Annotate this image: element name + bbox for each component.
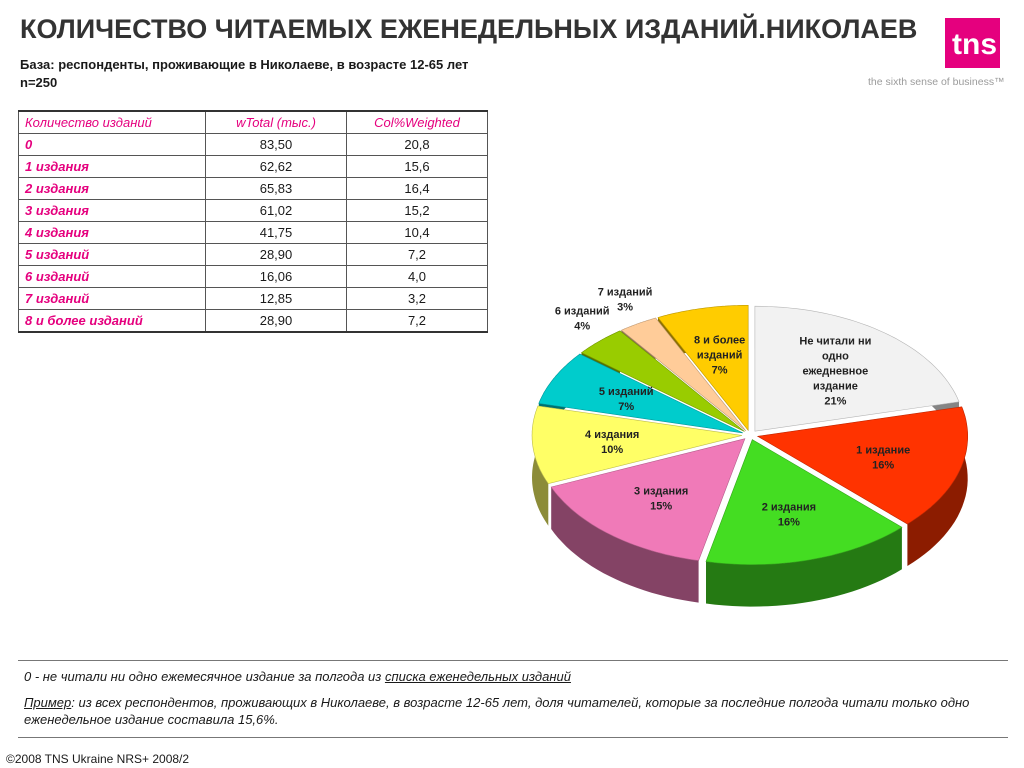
row-total: 12,85 — [205, 287, 347, 310]
pie-slice — [705, 439, 903, 565]
note-definition: 0 - не читали ни одно ежемесячное издани… — [24, 669, 571, 684]
note-definition-text: 0 - не читали ни одно ежемесячное издани… — [24, 669, 385, 684]
row-pct: 16,4 — [346, 177, 488, 200]
table-row: 5 изданий 28,90 7,2 — [18, 243, 488, 266]
example-label: Пример — [24, 695, 72, 710]
row-label: 8 и более изданий — [18, 309, 206, 333]
row-total: 28,90 — [205, 309, 347, 333]
row-total: 41,75 — [205, 221, 347, 244]
pie-slice — [550, 438, 746, 561]
pie-slice — [657, 305, 749, 432]
slice-label: 4 издания 10% — [585, 429, 639, 456]
logo-tagline: the sixth sense of business™ — [868, 76, 1005, 88]
slice-label: 2 издания 16% — [762, 502, 816, 529]
row-pct: 20,8 — [346, 133, 488, 156]
pie-slice-side — [551, 487, 699, 603]
row-total: 28,90 — [205, 243, 347, 266]
table-row: 2 издания 65,83 16,4 — [18, 177, 488, 200]
weekly-list-link[interactable]: списка еженедельных изданий — [384, 669, 571, 684]
table-row: 0 83,50 20,8 — [18, 133, 488, 156]
row-pct: 7,2 — [346, 309, 488, 333]
footer-copyright: ©2008 TNS Ukraine NRS+ 2008/2 — [6, 752, 190, 766]
row-pct: 4,0 — [346, 265, 488, 288]
row-pct: 3,2 — [346, 287, 488, 310]
slice-label: 5 изданий 7% — [599, 386, 654, 413]
data-table: Количество изданий wTotal (тыс.) Col%Wei… — [18, 110, 488, 333]
slice-label: Не читали ни одно ежедневное издание 21% — [799, 335, 871, 407]
row-total: 65,83 — [205, 177, 347, 200]
pie-slice — [756, 406, 968, 525]
notes-box: 0 - не читали ни одно ежемесячное издани… — [18, 660, 1008, 738]
row-label: 7 изданий — [18, 287, 206, 310]
pie-slice-side — [907, 406, 968, 566]
row-total: 62,62 — [205, 155, 347, 178]
pie-chart: Не читали ни одно ежедневное издание 21% 1 из… — [531, 286, 968, 607]
row-total: 83,50 — [205, 133, 347, 156]
col-header-total: wTotal (тыс.) — [205, 110, 347, 134]
pie-slice — [580, 330, 745, 432]
row-pct: 10,4 — [346, 221, 488, 244]
row-label: 6 изданий — [18, 265, 206, 288]
sample-size: n=250 — [20, 75, 58, 90]
col-header-count: Количество изданий — [18, 110, 206, 134]
row-label: 5 изданий — [18, 243, 206, 266]
row-label: 0 — [18, 133, 206, 156]
slice-label: 1 издание 16% — [856, 444, 910, 471]
base-description: База: респонденты, проживающие в Николае… — [20, 57, 469, 72]
table-row: 6 изданий 16,06 4,0 — [18, 265, 488, 288]
table-row: 3 издания 61,02 15,2 — [18, 199, 488, 222]
row-total: 61,02 — [205, 199, 347, 222]
pie-slice-side — [706, 527, 902, 607]
tns-logo — [945, 18, 1000, 68]
slice-label: 6 изданий 4% — [555, 306, 610, 333]
note-example: Пример: из всех респондентов, проживающи… — [24, 694, 994, 728]
row-pct: 15,6 — [346, 155, 488, 178]
table-row: 4 издания 41,75 10,4 — [18, 221, 488, 244]
table-header-row: Количество изданий wTotal (тыс.) Col%Wei… — [18, 110, 488, 134]
row-label: 1 издания — [18, 155, 206, 178]
pie-slice — [531, 405, 743, 485]
col-header-pct: Col%Weighted — [346, 110, 488, 134]
slice-label: 3 издания 15% — [634, 486, 688, 513]
table-row: 7 изданий 12,85 3,2 — [18, 287, 488, 310]
slice-label: 8 и более изданий 7% — [694, 335, 745, 377]
table-row: 1 издания 62,62 15,6 — [18, 155, 488, 178]
row-label: 4 издания — [18, 221, 206, 244]
row-pct: 15,2 — [346, 199, 488, 222]
tns-logo-text: tns — [952, 28, 997, 61]
row-total: 16,06 — [205, 265, 347, 288]
table-row: 8 и более изданий 28,90 7,2 — [18, 309, 488, 333]
row-label: 2 издания — [18, 177, 206, 200]
pie-slice — [620, 317, 747, 432]
row-pct: 7,2 — [346, 243, 488, 266]
example-text: : из всех респондентов, проживающих в Ни… — [24, 695, 970, 727]
page-title: КОЛИЧЕСТВО ЧИТАЕМЫХ ЕЖЕНЕДЕЛЬНЫХ ИЗДАНИЙ… — [20, 14, 918, 44]
pie-slice — [754, 305, 960, 432]
slice-label: 7 изданий 3% — [598, 286, 653, 313]
row-label: 3 издания — [18, 199, 206, 222]
pie-slice — [538, 353, 743, 434]
